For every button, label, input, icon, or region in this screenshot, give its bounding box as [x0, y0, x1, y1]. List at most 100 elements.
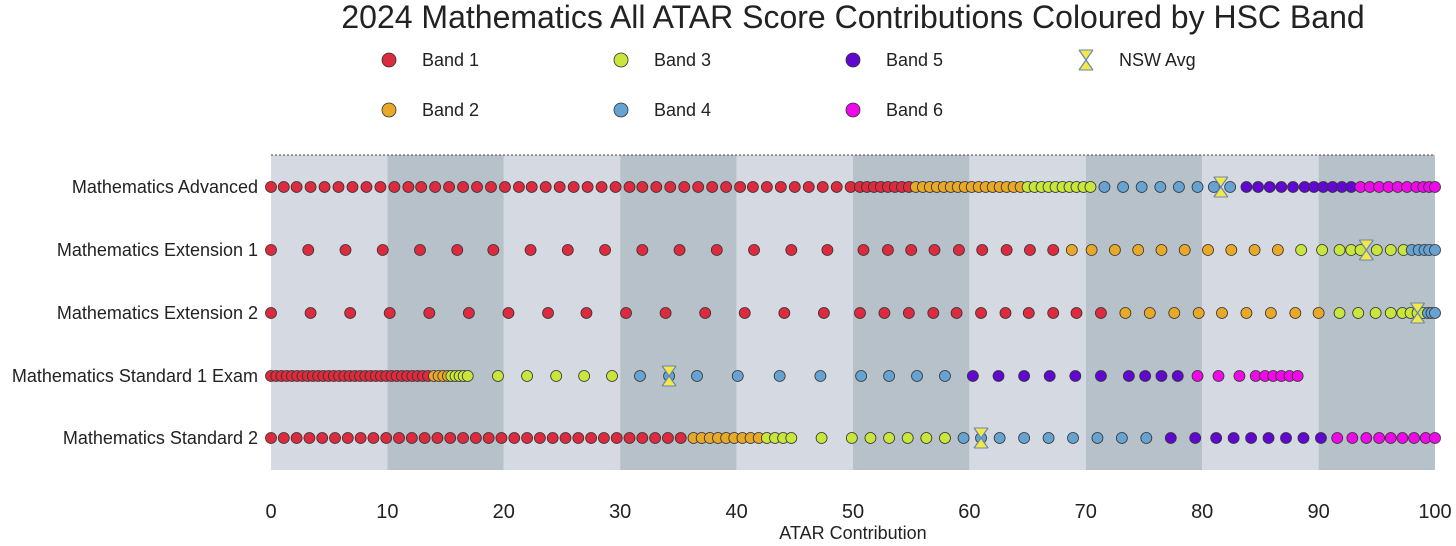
legend-label: Band 3 [654, 50, 711, 70]
point-band-5 [1189, 432, 1202, 444]
point-band-4 [634, 370, 646, 382]
point-band-2 [1178, 244, 1191, 256]
point-band-1 [329, 432, 341, 444]
legend-item-band-4: Band 4 [613, 100, 711, 120]
point-band-6 [1408, 432, 1420, 444]
band-stripe-0 [271, 155, 388, 470]
legend-item-band-6: Band 6 [845, 100, 943, 120]
point-band-1 [976, 244, 989, 256]
point-band-1 [636, 432, 649, 444]
point-band-5 [1095, 370, 1107, 382]
point-band-1 [524, 244, 537, 256]
point-band-5 [1252, 181, 1264, 193]
point-band-3 [883, 432, 895, 444]
point-band-1 [316, 432, 329, 444]
point-band-4 [691, 370, 703, 382]
point-band-1 [469, 432, 482, 444]
point-band-5 [1280, 432, 1292, 444]
x-tick-label: 30 [609, 501, 631, 523]
legend-item-band-3: Band 3 [613, 50, 711, 70]
point-band-2 [1155, 244, 1168, 256]
point-band-1 [499, 181, 511, 193]
point-band-3 [1369, 307, 1382, 319]
point-band-1 [265, 307, 277, 319]
point-band-1 [673, 244, 686, 256]
nsw-avg-marker [1213, 176, 1229, 198]
legend-label: Band 5 [886, 50, 943, 70]
point-band-1 [265, 432, 277, 444]
point-band-1 [802, 181, 815, 193]
point-band-1 [539, 181, 552, 193]
point-band-2 [1192, 307, 1205, 319]
point-band-4 [773, 370, 786, 382]
point-band-5 [1043, 370, 1056, 382]
point-band-3 [845, 432, 858, 444]
point-band-3 [901, 432, 914, 444]
point-band-1 [380, 432, 393, 444]
point-band-4 [911, 370, 923, 382]
point-band-5 [966, 370, 979, 382]
point-band-5 [1263, 181, 1276, 193]
band-stripe-3 [620, 155, 737, 470]
point-band-2 [1085, 244, 1098, 256]
point-band-1 [928, 244, 941, 256]
point-band-3 [521, 370, 533, 382]
point-band-1 [561, 244, 574, 256]
chart-title: 2024 Mathematics All ATAR Score Contribu… [341, 0, 1364, 35]
point-band-4 [939, 370, 951, 382]
point-band-3 [864, 432, 877, 444]
point-band-4 [1067, 432, 1079, 444]
point-band-6 [1373, 432, 1386, 444]
point-band-5 [1122, 370, 1135, 382]
point-band-3 [578, 370, 591, 382]
legend-marker-band-4 [613, 102, 629, 118]
point-band-4 [855, 370, 868, 382]
point-band-6 [1346, 432, 1359, 444]
x-tick-label: 80 [1191, 501, 1213, 523]
point-band-1 [1095, 307, 1107, 319]
nsw-avg-marker [1410, 302, 1426, 324]
point-band-4 [814, 370, 827, 382]
point-band-6 [1384, 432, 1397, 444]
point-band-1 [1022, 307, 1035, 319]
point-band-2 [1289, 307, 1302, 319]
point-band-5 [1297, 432, 1310, 444]
point-band-4 [1091, 432, 1104, 444]
legend: Band 1 Band 2 Band 3 Band 4 Band 5 Band 6 NSW … [381, 49, 1196, 120]
point-band-1 [1000, 244, 1013, 256]
point-band-2 [1202, 244, 1214, 256]
point-band-1 [674, 432, 687, 444]
point-band-2 [1119, 307, 1132, 319]
point-band-1 [415, 181, 428, 193]
point-band-1 [429, 181, 442, 193]
point-band-6 [1212, 370, 1225, 382]
point-band-4 [1098, 181, 1111, 193]
point-band-1 [774, 181, 787, 193]
legend-item-band-1: Band 1 [381, 50, 479, 70]
point-band-1 [785, 244, 798, 256]
point-band-1 [471, 181, 483, 193]
point-band-1 [905, 244, 918, 256]
point-band-1 [303, 432, 316, 444]
point-band-3 [1384, 244, 1397, 256]
point-band-2 [1240, 307, 1253, 319]
point-band-1 [405, 432, 418, 444]
point-band-1 [598, 432, 610, 444]
point-band-1 [277, 432, 290, 444]
legend-label: Band 1 [422, 50, 479, 70]
series-mathematics-extension-1 [265, 239, 1441, 261]
point-band-1 [525, 181, 538, 193]
nsw-avg-marker [661, 365, 677, 387]
point-band-4 [1173, 181, 1185, 193]
point-band-4 [1207, 181, 1220, 193]
point-band-2 [1143, 307, 1156, 319]
point-band-1 [383, 307, 396, 319]
point-band-3 [920, 432, 933, 444]
point-band-1 [304, 307, 317, 319]
point-band-1 [444, 432, 457, 444]
point-band-1 [443, 181, 455, 193]
point-band-4 [1154, 181, 1167, 193]
point-band-2 [1312, 307, 1325, 319]
point-band-1 [788, 181, 801, 193]
point-band-5 [1171, 370, 1184, 382]
